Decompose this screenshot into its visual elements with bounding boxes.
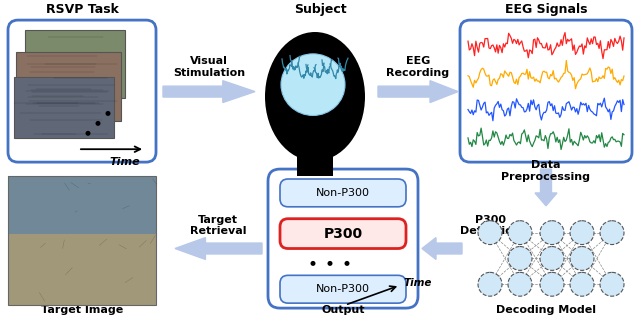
Text: Non-P300: Non-P300 [316,284,370,294]
Ellipse shape [281,54,345,115]
Circle shape [310,261,316,266]
Circle shape [600,272,624,296]
Circle shape [508,246,532,270]
Bar [297,151,333,176]
Text: Subject: Subject [294,3,346,16]
Text: Data
Preprocessing: Data Preprocessing [502,160,591,182]
FancyBboxPatch shape [8,20,156,162]
FancyArrow shape [422,238,462,259]
Circle shape [540,272,564,296]
FancyBboxPatch shape [280,219,406,248]
Circle shape [570,246,594,270]
Text: Time: Time [403,278,431,288]
Circle shape [106,111,111,116]
Bar [14,77,114,138]
FancyArrow shape [378,81,458,102]
Bar [25,30,125,98]
Circle shape [86,131,90,136]
Circle shape [344,261,349,266]
Text: EEG Signals: EEG Signals [505,3,588,16]
FancyBboxPatch shape [268,169,418,308]
Text: Non-P300: Non-P300 [316,188,370,198]
Circle shape [508,272,532,296]
FancyArrow shape [163,81,255,102]
Text: Visual
Stimulation: Visual Stimulation [173,56,245,78]
FancyArrow shape [175,238,262,259]
Text: RSVP Task: RSVP Task [45,3,118,16]
FancyBboxPatch shape [280,275,406,303]
FancyArrow shape [535,169,557,206]
FancyBboxPatch shape [280,179,406,207]
Bar [16,52,121,121]
Text: Target
Retrieval: Target Retrieval [189,215,246,236]
Circle shape [540,221,564,245]
Text: Target Image: Target Image [41,305,123,315]
Bar [8,176,156,234]
Bar [8,176,156,305]
Circle shape [540,246,564,270]
Circle shape [570,221,594,245]
Text: Decoding Model: Decoding Model [496,305,596,315]
Circle shape [600,221,624,245]
Text: EEG
Recording: EEG Recording [387,56,449,78]
Circle shape [328,261,333,266]
Circle shape [95,121,100,126]
Text: Time: Time [109,157,140,167]
Text: Output: Output [321,305,365,315]
Bar [8,176,156,305]
Circle shape [478,221,502,245]
FancyBboxPatch shape [460,20,632,162]
Ellipse shape [265,32,365,161]
Circle shape [570,272,594,296]
Bar [8,234,156,305]
Text: P300
Detection: P300 Detection [460,215,520,236]
Circle shape [508,221,532,245]
Circle shape [478,272,502,296]
Text: P300: P300 [323,227,363,241]
